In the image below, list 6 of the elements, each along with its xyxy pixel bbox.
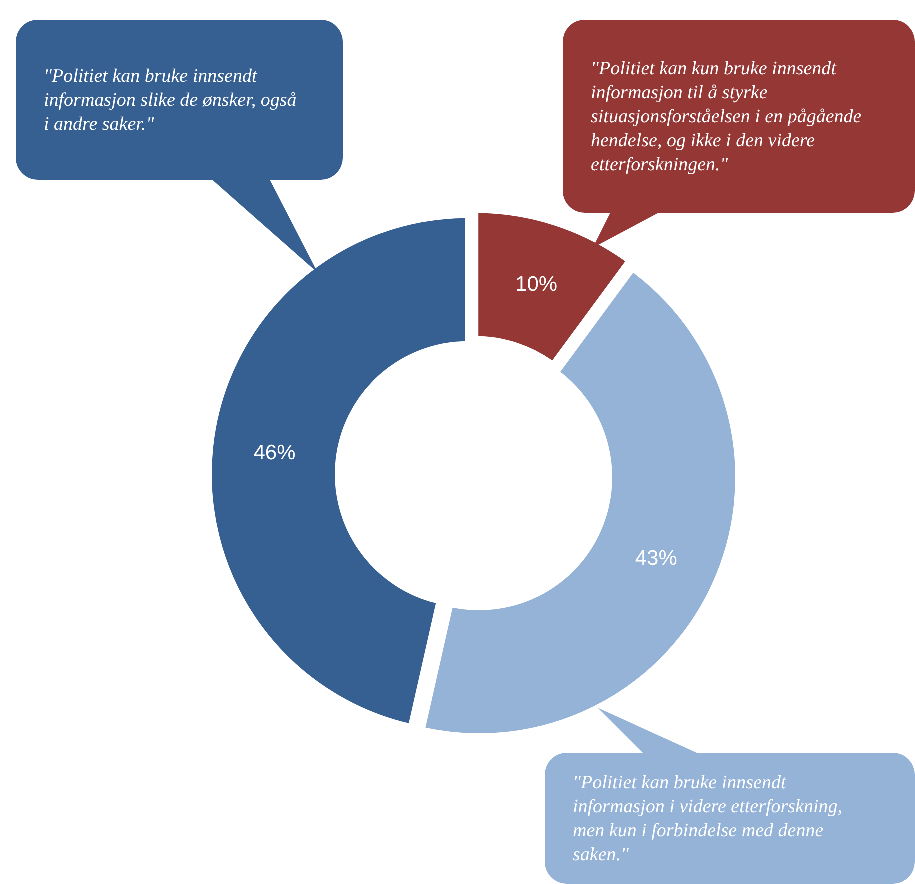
data-label: 10% — [516, 273, 558, 296]
slice-label: "Politiet kan kun bruke innsendt informasjon til å styrke situasjonsforståelsen i en pågående hendelse, og ikke i den videre etterforskningen." — [591, 58, 862, 176]
slice-label: "Politiet kan bruke innsendt informasjon i videre etterforskning, men kun i forbindelse med denne saken." — [573, 772, 842, 866]
data-label: 46% — [254, 441, 296, 464]
slice-label: "Politiet kan bruke innsendt informasjon slike de ønsker, også i andre saker." — [44, 66, 297, 135]
data-label: 43% — [635, 546, 678, 570]
